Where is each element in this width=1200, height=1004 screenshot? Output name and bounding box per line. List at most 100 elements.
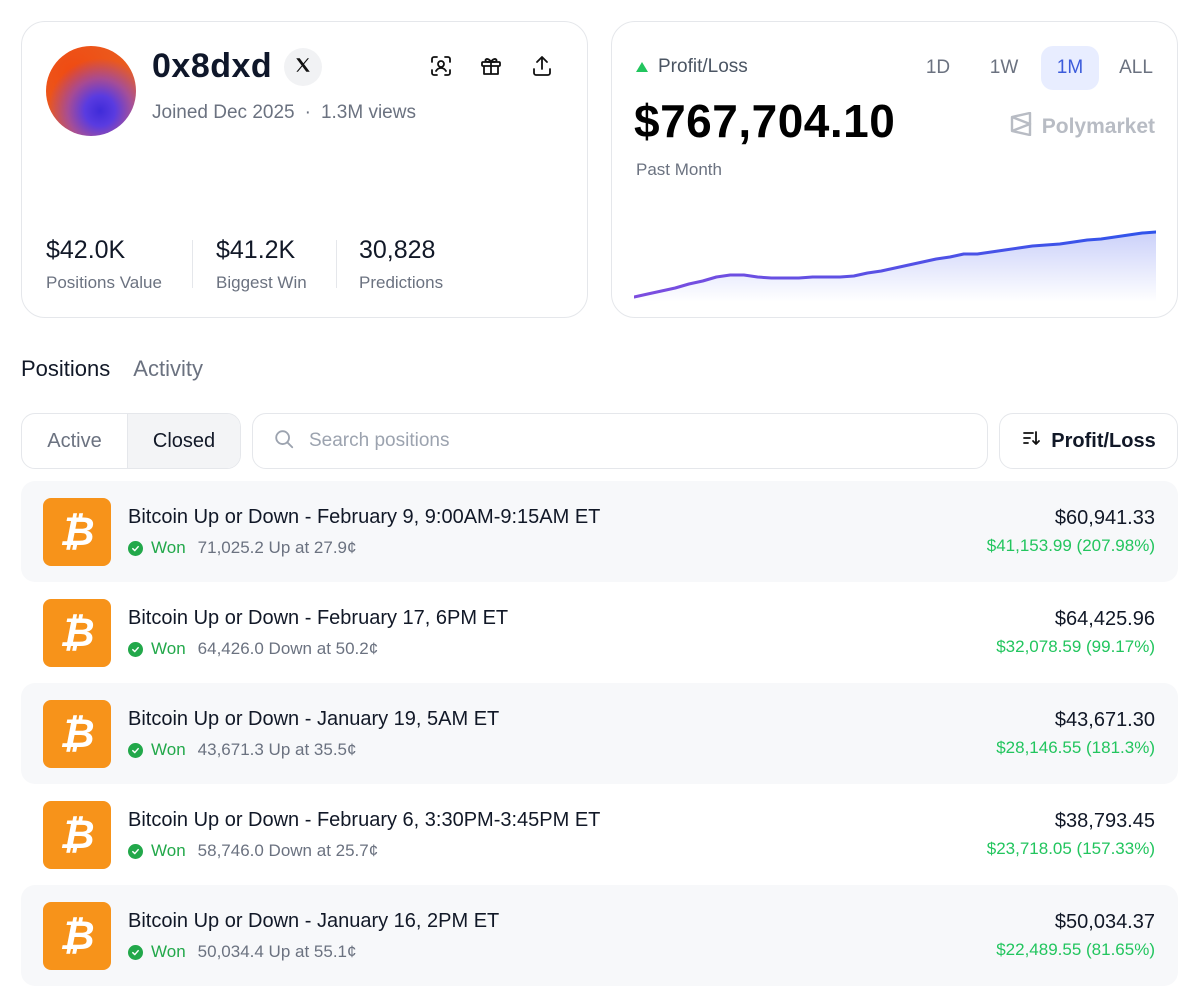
main-tabs: Positions Activity [21,356,203,382]
position-subtitle: Won 58,746.0 Down at 25.7¢ [128,841,378,861]
position-title: Bitcoin Up or Down - February 9, 9:00AM-… [128,506,601,528]
positions-list: ₿ Bitcoin Up or Down - February 9, 9:00A… [21,481,1178,986]
bitcoin-icon: ₿ [43,498,111,566]
check-circle-icon [128,944,143,960]
share-button[interactable] [528,54,556,82]
pnl-period: Past Month [636,160,722,179]
stat-biggest-win: $41.2K Biggest Win [216,236,307,293]
bitcoin-icon: ₿ [43,902,111,970]
pnl-card: Profit/Loss 1D 1W 1M ALL $767,704.10 Pas… [611,21,1178,318]
pnl-header: Profit/Loss [636,56,748,78]
position-detail: 50,034.4 Up at 55.1¢ [197,942,357,961]
status-segmented-control: Active Closed [21,413,241,469]
stat-label: Predictions [359,273,444,292]
scan-button[interactable] [427,54,455,82]
x-social-button[interactable] [284,48,322,86]
pnl-label: Profit/Loss [658,56,748,77]
position-title: Bitcoin Up or Down - January 16, 2PM ET [128,910,500,932]
position-row[interactable]: ₿ Bitcoin Up or Down - February 6, 3:30P… [21,784,1178,885]
position-amount: $60,941.33 [1054,507,1155,529]
face-scan-icon [429,54,453,83]
check-circle-icon [128,742,143,758]
position-row[interactable]: ₿ Bitcoin Up or Down - January 16, 2PM E… [21,885,1178,986]
check-circle-icon [128,641,143,657]
position-amount: $64,425.96 [1054,608,1155,630]
position-row[interactable]: ₿ Bitcoin Up or Down - February 17, 6PM … [21,582,1178,683]
tab-activity[interactable]: Activity [133,356,203,381]
position-status: Won [151,942,186,961]
bitcoin-icon: ₿ [43,801,111,869]
pnl-chart [634,230,1156,302]
position-amount: $43,671.30 [1054,709,1155,731]
position-title: Bitcoin Up or Down - January 19, 5AM ET [128,708,500,730]
pnl-chart-line [634,230,1156,299]
position-detail: 58,746.0 Down at 25.7¢ [197,841,379,860]
position-detail: 64,426.0 Down at 50.2¢ [197,639,379,658]
view-count: 1.3M views [320,102,416,123]
position-subtitle: Won 71,025.2 Up at 27.9¢ [128,538,356,558]
username: 0x8dxd [152,47,273,85]
position-detail: 43,671.3 Up at 35.5¢ [197,740,357,759]
search-input[interactable] [309,430,909,452]
check-circle-icon [128,540,143,556]
polymarket-logo-icon [1010,111,1032,142]
position-detail: 71,025.2 Up at 27.9¢ [197,538,357,557]
stat-value: $41.2K [216,236,296,264]
segment-closed[interactable]: Closed [127,414,240,468]
gift-button[interactable] [477,54,505,82]
range-tab-1m[interactable]: 1M [1041,46,1099,90]
position-pnl: $41,153.99 (207.98%) [986,536,1155,555]
bitcoin-icon: ₿ [43,599,111,667]
stat-predictions: 30,828 Predictions [359,236,443,293]
position-status: Won [151,639,186,658]
stat-positions-value: $42.0K Positions Value [46,236,162,293]
position-title: Bitcoin Up or Down - February 17, 6PM ET [128,607,509,629]
position-subtitle: Won 50,034.4 Up at 55.1¢ [128,942,356,962]
position-status: Won [151,841,186,860]
stat-label: Positions Value [46,273,162,292]
up-triangle-icon [636,62,648,72]
search-box [252,413,988,469]
position-row[interactable]: ₿ Bitcoin Up or Down - January 19, 5AM E… [21,683,1178,784]
position-amount: $50,034.37 [1054,911,1155,933]
range-tab-all[interactable]: ALL [1119,57,1153,78]
tab-positions[interactable]: Positions [21,356,111,381]
stat-divider [336,240,337,288]
stat-divider [192,240,193,288]
position-amount: $38,793.45 [1054,810,1155,832]
stat-label: Biggest Win [216,273,307,292]
segment-active[interactable]: Active [47,429,102,452]
position-subtitle: Won 43,671.3 Up at 35.5¢ [128,740,356,760]
position-subtitle: Won 64,426.0 Down at 50.2¢ [128,639,378,659]
position-row[interactable]: ₿ Bitcoin Up or Down - February 9, 9:00A… [21,481,1178,582]
position-status: Won [151,740,186,759]
brand-name: Polymarket [1041,115,1155,138]
stat-value: $42.0K [46,236,126,264]
stat-value: 30,828 [359,236,436,264]
position-status: Won [151,538,186,557]
range-selector: 1D 1W 1M ALL [909,46,1165,90]
position-pnl: $22,489.55 (81.65%) [996,940,1155,959]
pnl-chart-area [634,232,1156,302]
profile-meta: Joined Dec 2025 · 1.3M views [152,102,416,124]
sort-icon [1021,428,1041,454]
gift-icon [479,54,503,83]
x-logo-icon [294,56,312,79]
range-tab-1w[interactable]: 1W [989,57,1019,78]
share-upload-icon [530,54,554,83]
bitcoin-icon: ₿ [43,700,111,768]
range-tab-1d[interactable]: 1D [925,57,951,78]
joined-date: Joined Dec 2025 [152,102,295,123]
position-pnl: $23,718.05 (157.33%) [986,839,1155,858]
position-title: Bitcoin Up or Down - February 6, 3:30PM-… [128,809,601,831]
sort-button[interactable]: Profit/Loss [999,413,1178,469]
meta-separator: · [304,102,311,123]
position-pnl: $32,078.59 (99.17%) [996,637,1155,656]
avatar [46,46,136,136]
position-pnl: $28,146.55 (181.3%) [996,738,1155,757]
profile-card: 0x8dxd Joined Dec 2025 · 1.3M views $42.0K… [21,21,588,318]
check-circle-icon [128,843,143,859]
pnl-value: $767,704.10 [634,95,896,147]
search-icon [273,428,295,455]
sort-label: Profit/Loss [1051,429,1156,452]
